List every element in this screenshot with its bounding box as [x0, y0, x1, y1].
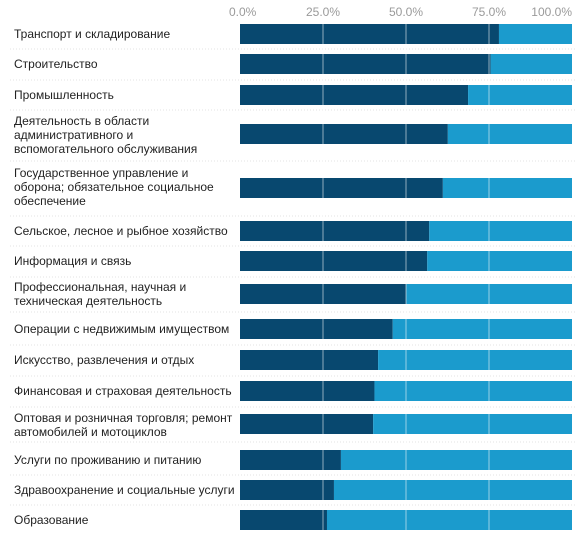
bar-segment-light [333, 480, 572, 500]
category-label: Транспорт и складирование [14, 27, 171, 41]
bar-segment-light [427, 251, 572, 271]
category-label: Информация и связь [14, 254, 132, 268]
x-tick-label: 50.0% [389, 5, 423, 19]
category-label: Профессиональная, научная и техническая … [14, 280, 187, 308]
category-label: Промышленность [14, 88, 114, 102]
x-axis-ticks: 0.0% 25.0% 50.0% 75.0% 100.0% [229, 5, 572, 19]
bar-segment-light [378, 350, 572, 370]
bar-segment-dark [240, 251, 428, 271]
category-label: Строительство [14, 57, 98, 71]
x-tick-label: 100.0% [531, 5, 572, 19]
row-separators [10, 48, 575, 506]
x-tick-label: 0.0% [229, 5, 257, 19]
category-label: Здравоохранение и социальные услуги [14, 483, 235, 497]
category-label: Сельское, лесное и рыбное хозяйство [14, 224, 228, 238]
bar-segment-light [373, 414, 572, 434]
bar-segment-dark [240, 450, 341, 470]
bar-segment-light [447, 124, 572, 144]
bars [240, 24, 572, 530]
bar-segment-dark [240, 381, 375, 401]
category-label: Образование [14, 513, 89, 527]
bar-segment-light [468, 85, 572, 105]
category-label: Искусство, развлечения и отдых [14, 353, 195, 367]
bar-segment-dark [240, 480, 334, 500]
bar-segment-light [490, 54, 572, 74]
bar-segment-dark [240, 414, 374, 434]
category-label: Деятельность в области административного… [14, 114, 198, 156]
bar-segment-light [442, 178, 572, 198]
bar-segment-light [429, 221, 572, 241]
bar-segment-light [340, 450, 572, 470]
category-label: Государственное управление и оборона; об… [14, 166, 214, 208]
bar-segment-dark [240, 124, 448, 144]
bar-segment-dark [240, 178, 443, 198]
bar-segment-dark [240, 85, 469, 105]
x-tick-label: 75.0% [472, 5, 506, 19]
bar-segment-dark [240, 221, 430, 241]
bar-segment-dark [240, 319, 393, 339]
category-label: Услуги по проживанию и питанию [14, 453, 202, 467]
bar-segment-dark [240, 510, 327, 530]
bar-segment-light [326, 510, 572, 530]
x-tick-label: 25.0% [306, 5, 340, 19]
bar-segment-light [392, 319, 572, 339]
bar-segment-light [374, 381, 572, 401]
category-label: Финансовая и страховая деятельность [14, 384, 232, 398]
bar-segment-dark [240, 350, 379, 370]
bar-segment-dark [240, 24, 499, 44]
gridlines [322, 22, 490, 532]
category-label: Операции с недвижимым имуществом [14, 322, 230, 336]
bar-segment-light [498, 24, 572, 44]
bar-segment-dark [240, 54, 491, 74]
category-label: Оптовая и розничная торговля; ремонт авт… [14, 411, 233, 439]
